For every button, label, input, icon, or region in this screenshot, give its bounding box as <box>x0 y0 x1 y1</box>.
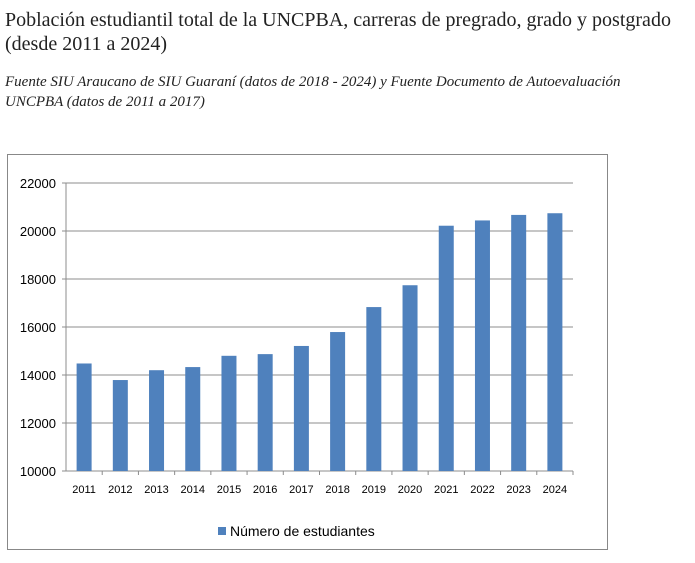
x-tick-label: 2018 <box>325 484 349 496</box>
bar-2020 <box>402 285 418 471</box>
bar-2016 <box>257 354 273 471</box>
source-note: Fuente SIU Araucano de SIU Guaraní (dato… <box>5 72 695 112</box>
bar-2019 <box>366 307 382 471</box>
x-tick-label: 2015 <box>217 484 241 496</box>
bar-2013 <box>149 370 165 471</box>
legend-swatch <box>218 527 226 535</box>
y-tick-label: 20000 <box>20 224 56 239</box>
x-tick-label: 2014 <box>181 484 205 496</box>
y-tick-label: 16000 <box>20 320 56 335</box>
x-tick-label: 2022 <box>470 484 494 496</box>
legend: Número de estudiantes <box>218 523 375 539</box>
bar-2015 <box>221 355 237 471</box>
page-title: Población estudiantil total de la UNCPBA… <box>5 9 671 55</box>
bar-2023 <box>511 214 527 472</box>
x-tick-label: 2013 <box>144 484 168 496</box>
x-tick-label: 2016 <box>253 484 277 496</box>
bar-chart: 2011 2012 2013 2014 2015 2016 2017 2018 2019 2020… <box>7 154 608 550</box>
y-tick-label: 10000 <box>20 464 56 479</box>
y-tick-label: 12000 <box>20 416 56 431</box>
bar-2018 <box>330 332 346 471</box>
source-note-line-2: UNCPBA (datos de 2011 a 2017) <box>5 94 205 110</box>
x-tick-label: 2020 <box>398 484 422 496</box>
bar-2012 <box>112 380 128 471</box>
x-tick-label: 2019 <box>362 484 386 496</box>
bar-2022 <box>474 220 490 471</box>
bar-2011 <box>76 363 92 471</box>
x-tick-label: 2023 <box>506 484 530 496</box>
x-tick-label: 2012 <box>108 484 132 496</box>
bar-2017 <box>293 345 309 471</box>
x-tick-label: 2011 <box>72 484 96 496</box>
bar-2024 <box>547 213 563 472</box>
x-tick-label: 2021 <box>434 484 458 496</box>
legend-label: Número de estudiantes <box>230 523 375 539</box>
y-tick-label: 22000 <box>20 176 56 191</box>
x-tick-label: 2017 <box>289 484 313 496</box>
source-note-line-1: Fuente SIU Araucano de SIU Guaraní (dato… <box>5 74 621 90</box>
y-tick-label: 18000 <box>20 272 56 287</box>
y-tick-label: 14000 <box>20 368 56 383</box>
x-tick-label: 2024 <box>543 484 567 496</box>
bar-2021 <box>438 225 454 471</box>
bar-2014 <box>185 367 201 471</box>
